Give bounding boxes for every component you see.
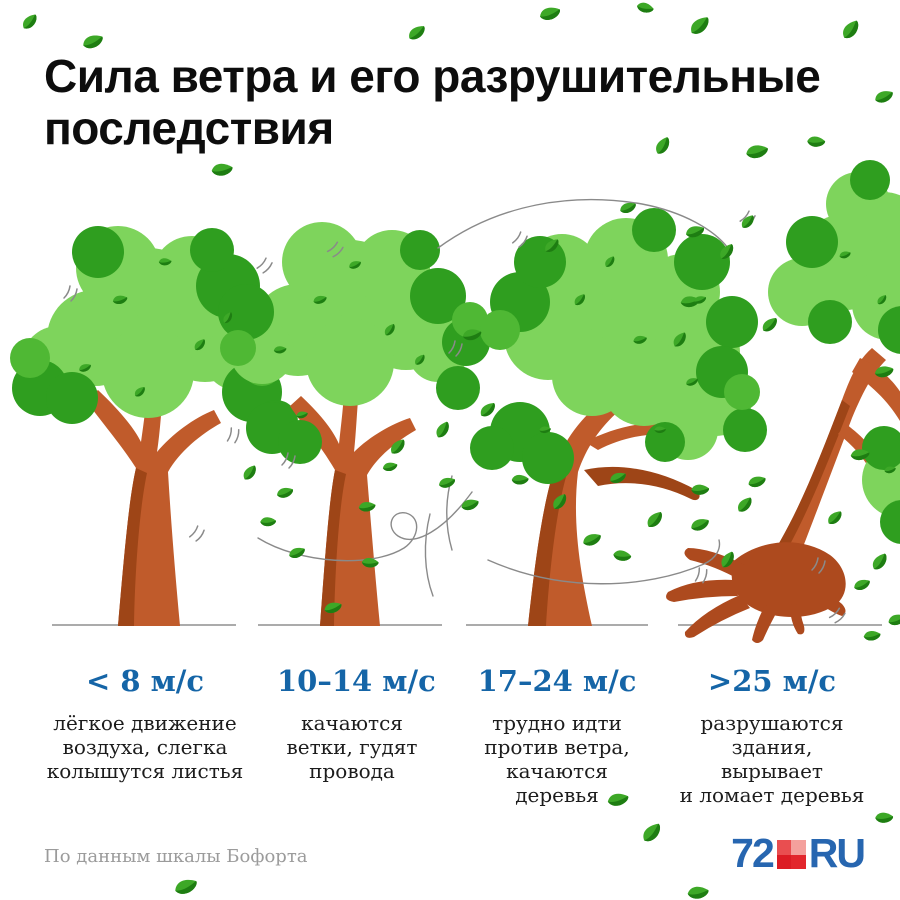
wind-speed-label: 10–14 м/с <box>277 664 436 698</box>
wind-stage-column: 10–14 м/с качаются ветки, гудят провода <box>277 664 436 783</box>
wind-stage-column: 17–24 м/с трудно идти против ветра, кача… <box>464 664 650 807</box>
description-line: качаются деревья <box>506 759 608 807</box>
description-line: ветки, гудят <box>286 735 418 759</box>
wind-speed-label: 17–24 м/с <box>477 664 637 698</box>
description-line: воздуха, слегка <box>62 735 228 759</box>
description-line: колышутся листья <box>46 759 244 783</box>
logo-suffix: RU <box>808 830 866 876</box>
roots <box>666 542 846 643</box>
description-line: лёгкое движение <box>53 711 237 735</box>
wind-effect-description: разрушаются здания, вырывает и ломает де… <box>679 711 865 807</box>
wind-stage-column: < 8 м/с лёгкое движение воздуха, слегка … <box>25 664 265 783</box>
logo-red-square-icon <box>776 840 806 869</box>
wind-effect-description: качаются ветки, гудят провода <box>277 711 427 783</box>
page-title: Сила ветра и его разрушительные последст… <box>44 50 874 155</box>
data-source-note: По данным шкалы Бофорта <box>44 846 308 867</box>
bending-tree-illustration <box>470 208 767 626</box>
description-line: здания, вырывает <box>721 735 823 783</box>
uprooted-tree-illustration <box>666 160 900 643</box>
description-line: и ломает деревья <box>679 783 865 807</box>
wind-effect-description: трудно идти против ветра, качаются дерев… <box>464 711 650 807</box>
swaying-branches-tree-illustration <box>218 222 490 626</box>
logo-number: 72 <box>731 830 775 876</box>
wind-speed-label: < 8 м/с <box>85 664 205 698</box>
page-title-line-1: Сила ветра и его разрушительные <box>44 50 821 102</box>
page-title-line-2: последствия <box>44 102 334 155</box>
description-line: качаются <box>301 711 403 735</box>
wind-speed-label: >25 м/с <box>707 664 837 698</box>
description-line: трудно идти <box>492 711 622 735</box>
description-line: против ветра, <box>484 735 630 759</box>
wind-effect-description: лёгкое движение воздуха, слегка колышутс… <box>25 711 265 783</box>
wind-stage-column: >25 м/с разрушаются здания, вырывает и л… <box>679 664 865 807</box>
description-line: разрушаются <box>700 711 844 735</box>
site-logo-72ru: 72 RU <box>731 830 866 876</box>
description-line: провода <box>309 759 395 783</box>
